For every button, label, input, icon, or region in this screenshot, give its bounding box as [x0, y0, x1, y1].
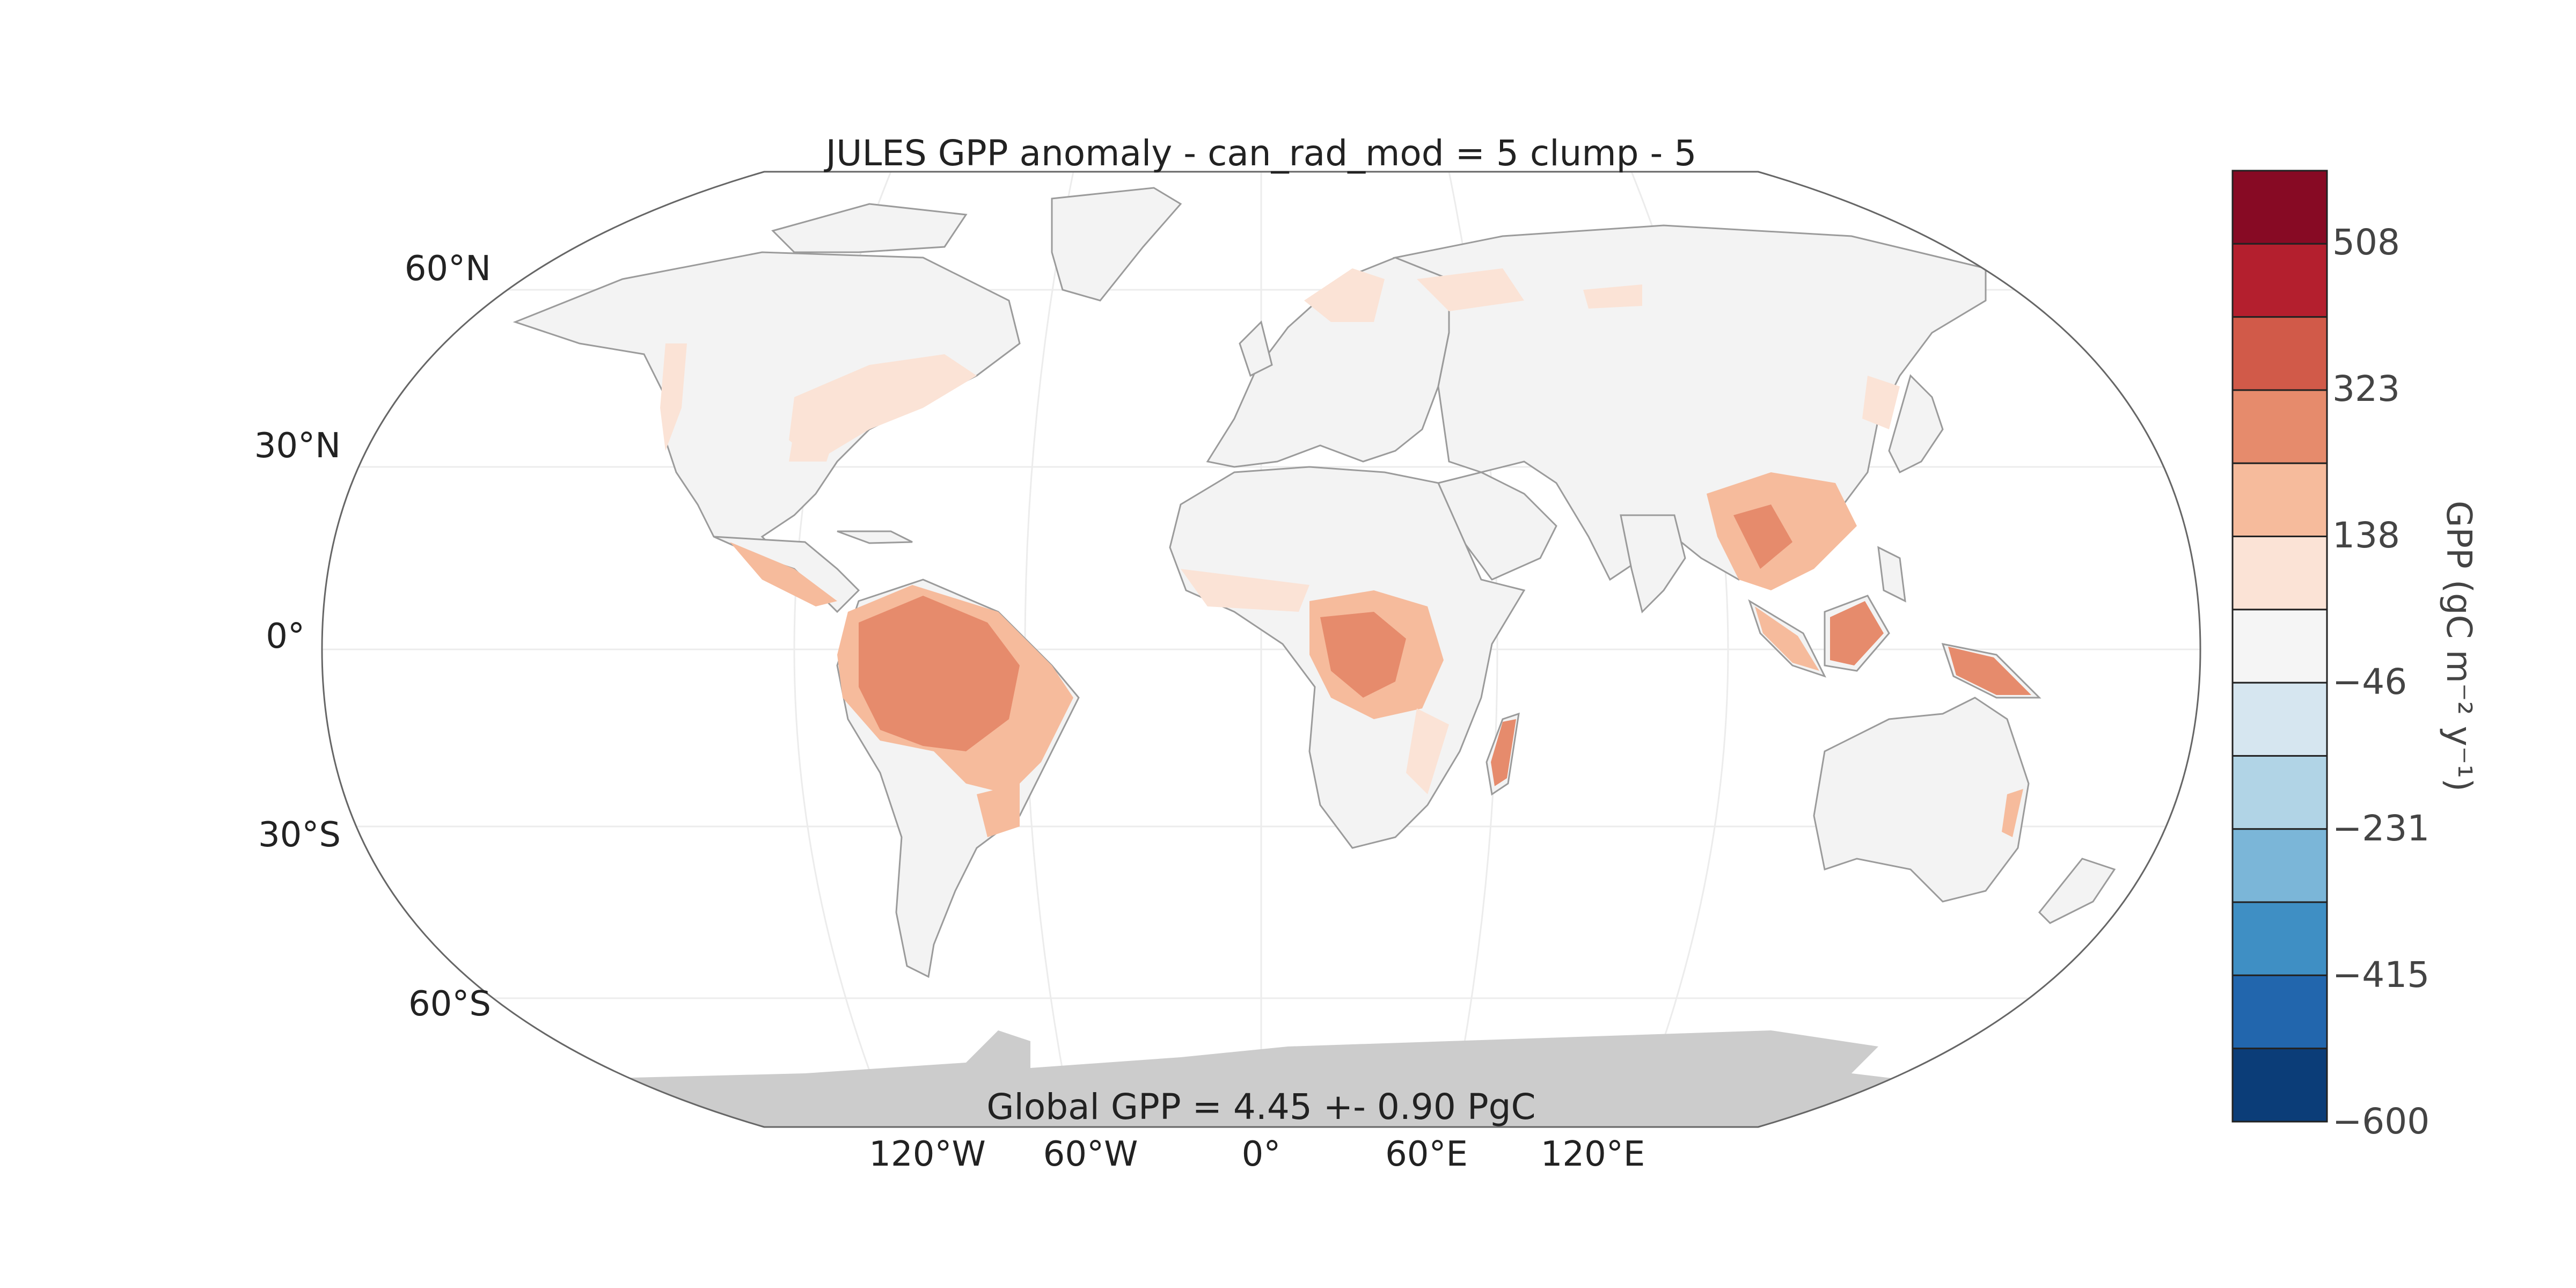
colorbar-label: GPP (gC m⁻² y⁻¹): [2439, 501, 2478, 792]
colorbar: 508 323 138 −46 −231 −415 −600 GPP (gC m…: [2231, 170, 2478, 1142]
anomaly-west-africa: [1181, 569, 1309, 612]
map-content: [322, 172, 2200, 1127]
colorbar-tick-label: −231: [2332, 808, 2429, 849]
anomaly-north-america-west: [660, 343, 687, 451]
anomaly-shading: [660, 268, 2031, 837]
colorbar-swatch: [2231, 316, 2328, 391]
lon-label-60e: 60°E: [1385, 1135, 1468, 1174]
colorbar-swatch: [2231, 389, 2328, 464]
latitude-labels: 60°N 30°N 0° 30°S 60°S: [254, 249, 491, 1024]
australia: [1813, 697, 2030, 903]
colorbar-tick-label: 138: [2332, 515, 2400, 556]
colorbar-swatch: [2231, 170, 2328, 245]
anomaly-amazon-mid: [859, 596, 1020, 751]
colorbar-ticks: 508 323 138 −46 −231 −415 −600: [2332, 222, 2429, 1142]
lon-label-120w: 120°W: [869, 1135, 985, 1174]
antarctica: [322, 1030, 2200, 1127]
lat-label-30n: 30°N: [254, 426, 341, 466]
longitude-labels: 120°W 60°W 0° 60°E 120°E: [869, 1135, 1645, 1174]
colorbar-tick-label: −46: [2332, 661, 2407, 702]
global-gpp-summary: Global GPP = 4.45 +- 0.90 PgC: [986, 1086, 1535, 1128]
lon-label-120e: 120°E: [1541, 1135, 1645, 1174]
colorbar-frame: [2231, 170, 2328, 1123]
lat-label-60n: 60°N: [405, 249, 491, 289]
lat-label-30s: 30°S: [258, 815, 341, 855]
colorbar-tick-label: −415: [2332, 954, 2429, 996]
lat-label-60s: 60°S: [408, 984, 491, 1024]
anomaly-east-coast-africa: [1406, 708, 1449, 794]
new-zealand: [2038, 858, 2116, 924]
canada-islands: [771, 203, 968, 253]
colorbar-tick-label: 323: [2332, 368, 2400, 409]
anomaly-congo-mid: [1320, 612, 1406, 698]
anomaly-madagascar: [1491, 719, 1516, 786]
greenland: [1051, 187, 1182, 302]
anomaly-central-america: [730, 542, 837, 606]
lon-label-60w: 60°W: [1043, 1135, 1138, 1174]
anomaly-indochina-mid: [1733, 504, 1792, 569]
uk: [1239, 320, 1273, 377]
map-outline: [321, 171, 2201, 1128]
colorbar-swatch: [2231, 682, 2328, 757]
japan: [1888, 374, 1944, 474]
map-title: JULES GPP anomaly - can_rad_mod = 5 clum…: [824, 133, 1697, 174]
anomaly-sumatra: [1755, 606, 1819, 671]
anomaly-borneo: [1830, 601, 1884, 665]
anomaly-east-australia: [2002, 789, 2023, 837]
colorbar-swatches: [2231, 170, 2328, 1123]
colorbar-tick-label: 508: [2332, 222, 2400, 263]
colorbar-swatch: [2231, 974, 2328, 1050]
anomaly-scandinavia: [1304, 268, 1385, 322]
anomaly-southeast-brazil: [977, 784, 1020, 837]
anomaly-japan: [1862, 376, 1900, 429]
colorbar-swatch: [2231, 901, 2328, 976]
anomaly-gulf-coast: [789, 429, 837, 462]
colorbar-swatch: [2231, 462, 2328, 538]
colorbar-swatch: [2231, 243, 2328, 318]
anomaly-russia: [1417, 268, 1642, 311]
colorbar-tick-label: −600: [2332, 1101, 2429, 1142]
lat-label-0: 0°: [266, 617, 305, 656]
colorbar-swatch: [2231, 1048, 2328, 1123]
colorbar-swatch: [2231, 755, 2328, 830]
cuba: [837, 530, 913, 544]
colorbar-swatch: [2231, 536, 2328, 611]
colorbar-swatch: [2231, 828, 2328, 903]
philippines: [1877, 546, 1906, 603]
anomaly-north-america-east: [789, 354, 977, 462]
anomaly-new-guinea: [1948, 647, 2031, 695]
colorbar-swatch: [2231, 609, 2328, 684]
india: [1620, 514, 1686, 613]
lon-label-0: 0°: [1242, 1135, 1281, 1174]
map: [321, 171, 2201, 1128]
